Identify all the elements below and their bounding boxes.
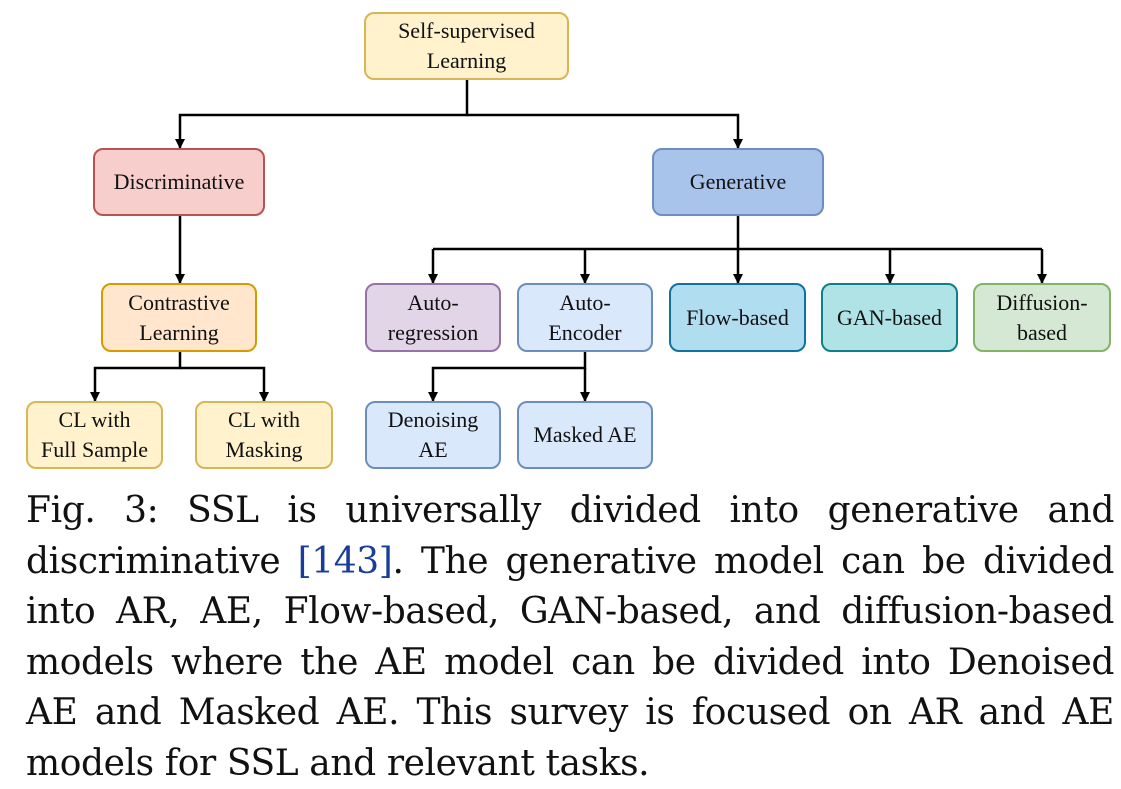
figure-caption: Fig. 3: SSL is universally divided into … [26,486,1114,789]
diagram-connectors [90,80,1047,402]
node-masked-ae: Masked AE [517,401,653,469]
caption-text-before: Fig. 3: SSL is universally divided into … [26,490,1114,582]
node-self-supervised-learning: Self-supervised Learning [364,12,569,80]
ssl-taxonomy-diagram: Self-supervised Learning Discriminative … [26,12,1111,469]
caption-text-after: . The generative model can be divided in… [26,540,1114,784]
node-contrastive-learning: Contrastive Learning [101,283,257,352]
node-discriminative: Discriminative [93,148,265,216]
node-cl-with-full-sample: CL with Full Sample [26,401,163,469]
node-flow-based: Flow-based [669,283,806,352]
connector-contrastive-to-cl-mask [180,366,269,402]
node-gan-based: GAN-based [821,283,958,352]
node-denoising-ae: Denoising AE [365,401,501,469]
connector-contrastive-to-cl-full [90,352,182,402]
node-autoencoder: Auto- Encoder [517,283,653,352]
connector-root-to-generative [467,113,743,149]
caption-citation-link[interactable]: [143] [297,540,393,582]
connector-root-to-discriminative [175,80,469,149]
node-autoregression: Auto- regression [365,283,501,352]
node-generative: Generative [652,148,824,216]
connector-autoencoder-to-denoising [428,352,587,402]
node-cl-with-masking: CL with Masking [195,401,333,469]
node-diffusion-based: Diffusion- based [973,283,1111,352]
